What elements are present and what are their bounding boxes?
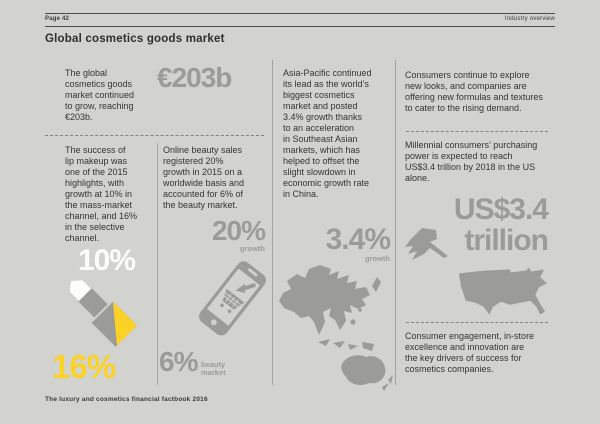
market-size-value: €203b: [157, 62, 232, 93]
online-growth-stat: 20% growth: [180, 215, 266, 253]
dashed-divider-col4-bottom: [406, 322, 548, 323]
millennial-power-value-line1: US$3.4: [453, 193, 549, 226]
online-growth-value: 20%: [211, 215, 266, 246]
section-label: Industry overview: [504, 16, 555, 22]
asia-pacific-paragraph: Asia-Pacific continued its lead as the w…: [283, 68, 372, 199]
header-rule: [45, 26, 555, 27]
asia-pacific-map-icon: [276, 258, 398, 397]
online-sales-paragraph: Online beauty sales registered 20% growt…: [163, 145, 245, 210]
mobile-shopping-icon: [192, 252, 272, 351]
lipstick-icon: [54, 260, 148, 363]
millennial-power-value-line2: trillion: [464, 224, 549, 257]
footer-title: The luxury and cosmetics financial factb…: [45, 396, 208, 403]
dashed-divider-col4-top: [406, 131, 548, 132]
key-drivers-paragraph: Consumer engagement, in-store excellence…: [405, 331, 535, 374]
beauty-market-share-label: beauty market: [201, 360, 226, 377]
apac-growth-label: growth: [365, 254, 390, 263]
beauty-market-share-value: 6%: [159, 346, 198, 377]
page-number: Page 42: [45, 16, 70, 22]
divider-col1-col2: [157, 143, 158, 385]
global-market-paragraph: The global cosmetics goods market contin…: [65, 68, 135, 122]
lip-makeup-paragraph: The success of lip makeup was one of the…: [65, 145, 138, 243]
millennial-power-stat: US$3.4 trillion: [428, 193, 549, 257]
usa-map-icon: [456, 266, 549, 323]
selective-channel-stat: 16%: [52, 348, 116, 385]
online-growth-label: growth: [240, 244, 265, 253]
consumers-explore-paragraph: Consumers continue to explore new looks,…: [405, 70, 543, 113]
divider-col3-col4: [395, 60, 396, 385]
millennial-paragraph: Millennial consumers’ purchasing power i…: [405, 140, 538, 183]
page-title: Global cosmetics goods market: [45, 33, 225, 45]
top-rule: [45, 13, 555, 14]
dashed-divider-left: [45, 135, 264, 136]
alaska-map-icon: [402, 220, 458, 273]
divider-col2-col3: [272, 60, 273, 385]
mass-market-growth-stat: 10%: [77, 244, 136, 277]
apac-growth-stat: 3.4% growth: [280, 223, 391, 263]
apac-growth-value: 3.4%: [325, 223, 391, 256]
